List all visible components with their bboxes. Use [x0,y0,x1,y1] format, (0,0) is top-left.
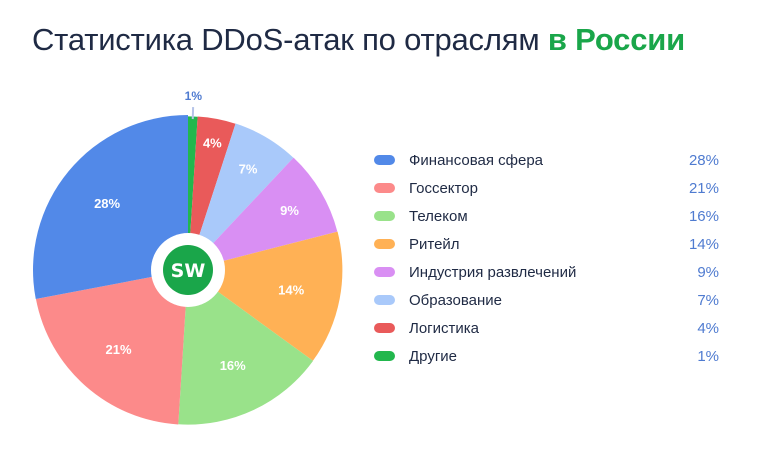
legend-swatch [374,323,395,333]
legend-item: Госсектор 21% [374,174,719,202]
legend-label: Госсектор [409,179,478,197]
legend-value: 21% [688,179,719,197]
legend-label: Финансовая сфера [409,151,544,169]
legend-swatch [374,183,395,193]
legend-swatch [374,295,395,305]
slice-label: 21% [106,342,132,357]
legend-swatch [374,351,395,361]
legend-value: 16% [688,207,719,225]
legend-item: Образование 7% [374,286,719,314]
slice-label: 9% [280,203,299,218]
slice-label: 7% [239,161,258,176]
pie-slice [188,116,236,270]
legend-value: 7% [697,291,719,309]
legend-swatch [374,211,395,221]
legend-value: 1% [697,347,719,365]
legend-label: Индустрия развлечений [409,263,577,281]
legend-label: Образование [409,291,502,309]
legend-value: 4% [697,319,719,337]
legend-value: 14% [688,235,719,253]
legend-item: Телеком 16% [374,202,719,230]
legend-label: Другие [409,347,458,365]
pie-slice [188,123,294,270]
legend-item: Финансовая сфера 28% [374,146,719,174]
slice-label: 16% [220,358,246,373]
pie-slice [35,270,188,425]
pie-slice [188,231,343,361]
legend-item: Другие 1% [374,342,719,370]
legend-item: Ритейл 14% [374,230,719,258]
slice-label: 28% [94,196,120,211]
legend-label: Логистика [409,319,480,337]
legend: Финансовая сфера 28% Госсектор 21% Телеком 16… [374,146,719,370]
pie-slice [188,157,338,270]
title-main: Статистика DDoS-атак по отраслям [32,22,540,57]
legend-item: Индустрия развлечений 9% [374,258,719,286]
pie-slice [33,115,188,300]
legend-item: Логистика 4% [374,314,719,342]
slice-label: 4% [203,135,222,150]
legend-label: Ритейл [409,235,460,253]
legend-label: Телеком [409,207,468,225]
pie-slice [178,270,314,425]
slice-label: 14% [278,283,304,298]
legend-value: 28% [688,151,719,169]
legend-value: 9% [697,263,719,281]
page-title: Статистика DDoS-атак по отраслям в Росси… [32,22,685,58]
pie-slice [188,116,198,270]
title-accent: в России [547,22,685,57]
logo-icon [163,245,213,295]
logo-text: SW [171,260,206,282]
legend-swatch [374,239,395,249]
legend-swatch [374,267,395,277]
legend-swatch [374,155,395,165]
slice-label: 1% [185,89,203,103]
